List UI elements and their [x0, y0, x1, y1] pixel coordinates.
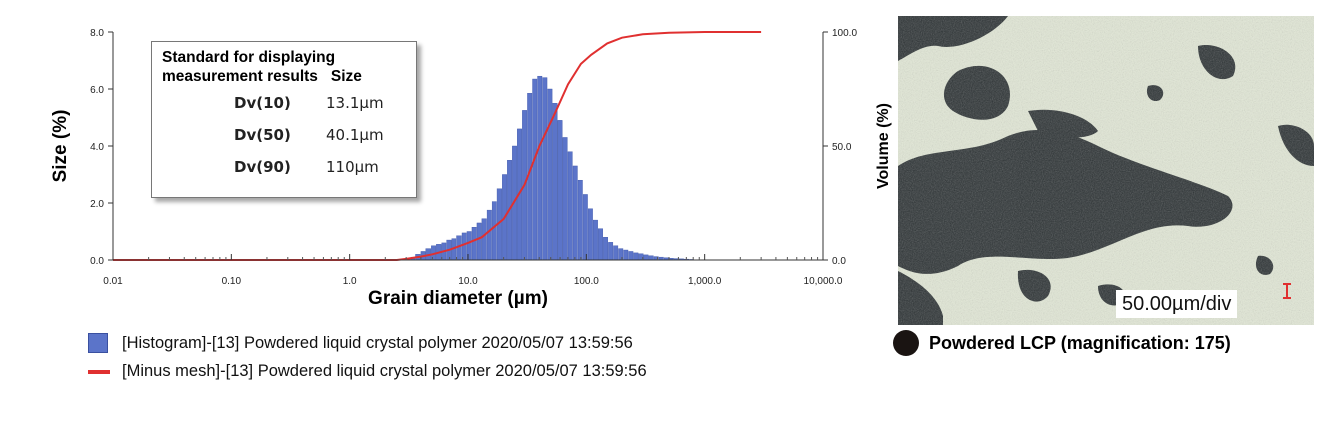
photo-caption: Powdered LCP (magnification: 175)	[893, 330, 1231, 356]
dv50-label: Dv(50)	[234, 126, 291, 144]
infobox-title-line2: measurement results Size	[162, 68, 362, 85]
infobox-title-line1: Standard for displaying	[162, 49, 336, 66]
histogram-bar	[537, 75, 543, 261]
dv50-value: 40.1µm	[326, 126, 384, 144]
histogram-bar	[648, 255, 654, 261]
histogram-bar	[557, 120, 563, 261]
x-tick-label: 1.0	[343, 276, 357, 287]
line-swatch	[88, 369, 110, 374]
histogram-bar	[628, 251, 634, 261]
measurement-results-box: Standard for displaying measurement resu…	[151, 41, 417, 198]
photo-caption-text: Powdered LCP (magnification: 175)	[929, 332, 1231, 353]
histogram-bar	[542, 77, 548, 261]
histogram-bar	[476, 222, 482, 261]
y-tick-label: 2.0	[90, 199, 104, 210]
x-axis-title: Grain diameter (µm)	[368, 288, 548, 309]
bullet-dot-icon	[893, 330, 919, 356]
histogram-bar	[582, 194, 588, 261]
x-tick-label: 100.0	[574, 276, 599, 287]
histogram-bar	[567, 151, 573, 261]
dv90-value: 110µm	[326, 158, 379, 176]
y-tick-label: 6.0	[90, 85, 104, 96]
legend-histogram-label: [Histogram]-[13] Powdered liquid crystal…	[122, 333, 633, 352]
histogram-bar	[613, 245, 619, 261]
histogram-bar	[491, 201, 497, 261]
cumulative-volume-line	[113, 31, 762, 261]
histogram-bar	[577, 179, 583, 261]
dv50-row: Dv(50) 40.1µm	[234, 126, 384, 144]
scale-label: 50.00µm/div	[1116, 290, 1238, 318]
y2-tick-label: 100.0	[832, 28, 857, 39]
micrograph-texture	[898, 16, 1314, 325]
dv10-value: 13.1µm	[326, 94, 384, 112]
histogram-bar	[471, 227, 477, 261]
histogram-bar	[486, 209, 492, 261]
histogram-bar	[633, 252, 639, 261]
scale-marker-icon	[1283, 283, 1291, 299]
histogram-bar	[587, 208, 593, 261]
dv90-row: Dv(90) 110µm	[234, 158, 379, 176]
histogram-bar	[603, 236, 608, 261]
y-tick-label: 0.0	[90, 256, 104, 267]
axis-ticks: 0.01 0.10 1.0 10.0 100.0 1,000.0 10,000.0 0.0 2.…	[90, 28, 857, 287]
dv10-row: Dv(10) 13.1µm	[234, 94, 384, 112]
micrograph-image: 50.00µm/div	[898, 16, 1314, 325]
histogram-bar	[572, 165, 578, 261]
histogram-bar	[481, 218, 487, 261]
histogram-bar	[552, 103, 558, 261]
y2-axis-title: Volume (%)	[875, 103, 892, 189]
histogram-bar	[623, 249, 629, 261]
legend-histogram: [Histogram]-[13] Powdered liquid crystal…	[88, 333, 633, 353]
histogram-bar	[593, 219, 598, 261]
y2-tick-label: 50.0	[832, 142, 852, 153]
histogram-bar	[643, 254, 649, 261]
legend-line: [Minus mesh]-[13] Powdered liquid crysta…	[88, 362, 647, 381]
x-tick-label: 1,000.0	[688, 276, 722, 287]
histogram-swatch	[88, 333, 108, 353]
legend-line-label: [Minus mesh]-[13] Powdered liquid crysta…	[122, 362, 647, 380]
histogram-bar	[547, 88, 553, 261]
infobox-title: Standard for displaying measurement resu…	[162, 48, 422, 86]
y-axis-title: Size (%)	[50, 110, 71, 183]
x-tick-label: 10,000.0	[804, 276, 843, 287]
dv90-label: Dv(90)	[234, 158, 291, 176]
y-tick-label: 8.0	[90, 28, 104, 39]
x-tick-label: 0.10	[222, 276, 242, 287]
x-tick-label: 10.0	[458, 276, 478, 287]
histogram-bar	[608, 242, 614, 261]
histogram-bar	[461, 232, 467, 261]
x-tick-label: 0.01	[103, 276, 123, 287]
histogram-bar	[532, 78, 538, 261]
y2-tick-label: 0.0	[832, 256, 846, 267]
y-tick-label: 4.0	[90, 142, 104, 153]
histogram-bar	[562, 137, 568, 261]
dv10-label: Dv(10)	[234, 94, 291, 112]
histogram-bars	[405, 75, 694, 261]
histogram-bar	[598, 228, 603, 261]
